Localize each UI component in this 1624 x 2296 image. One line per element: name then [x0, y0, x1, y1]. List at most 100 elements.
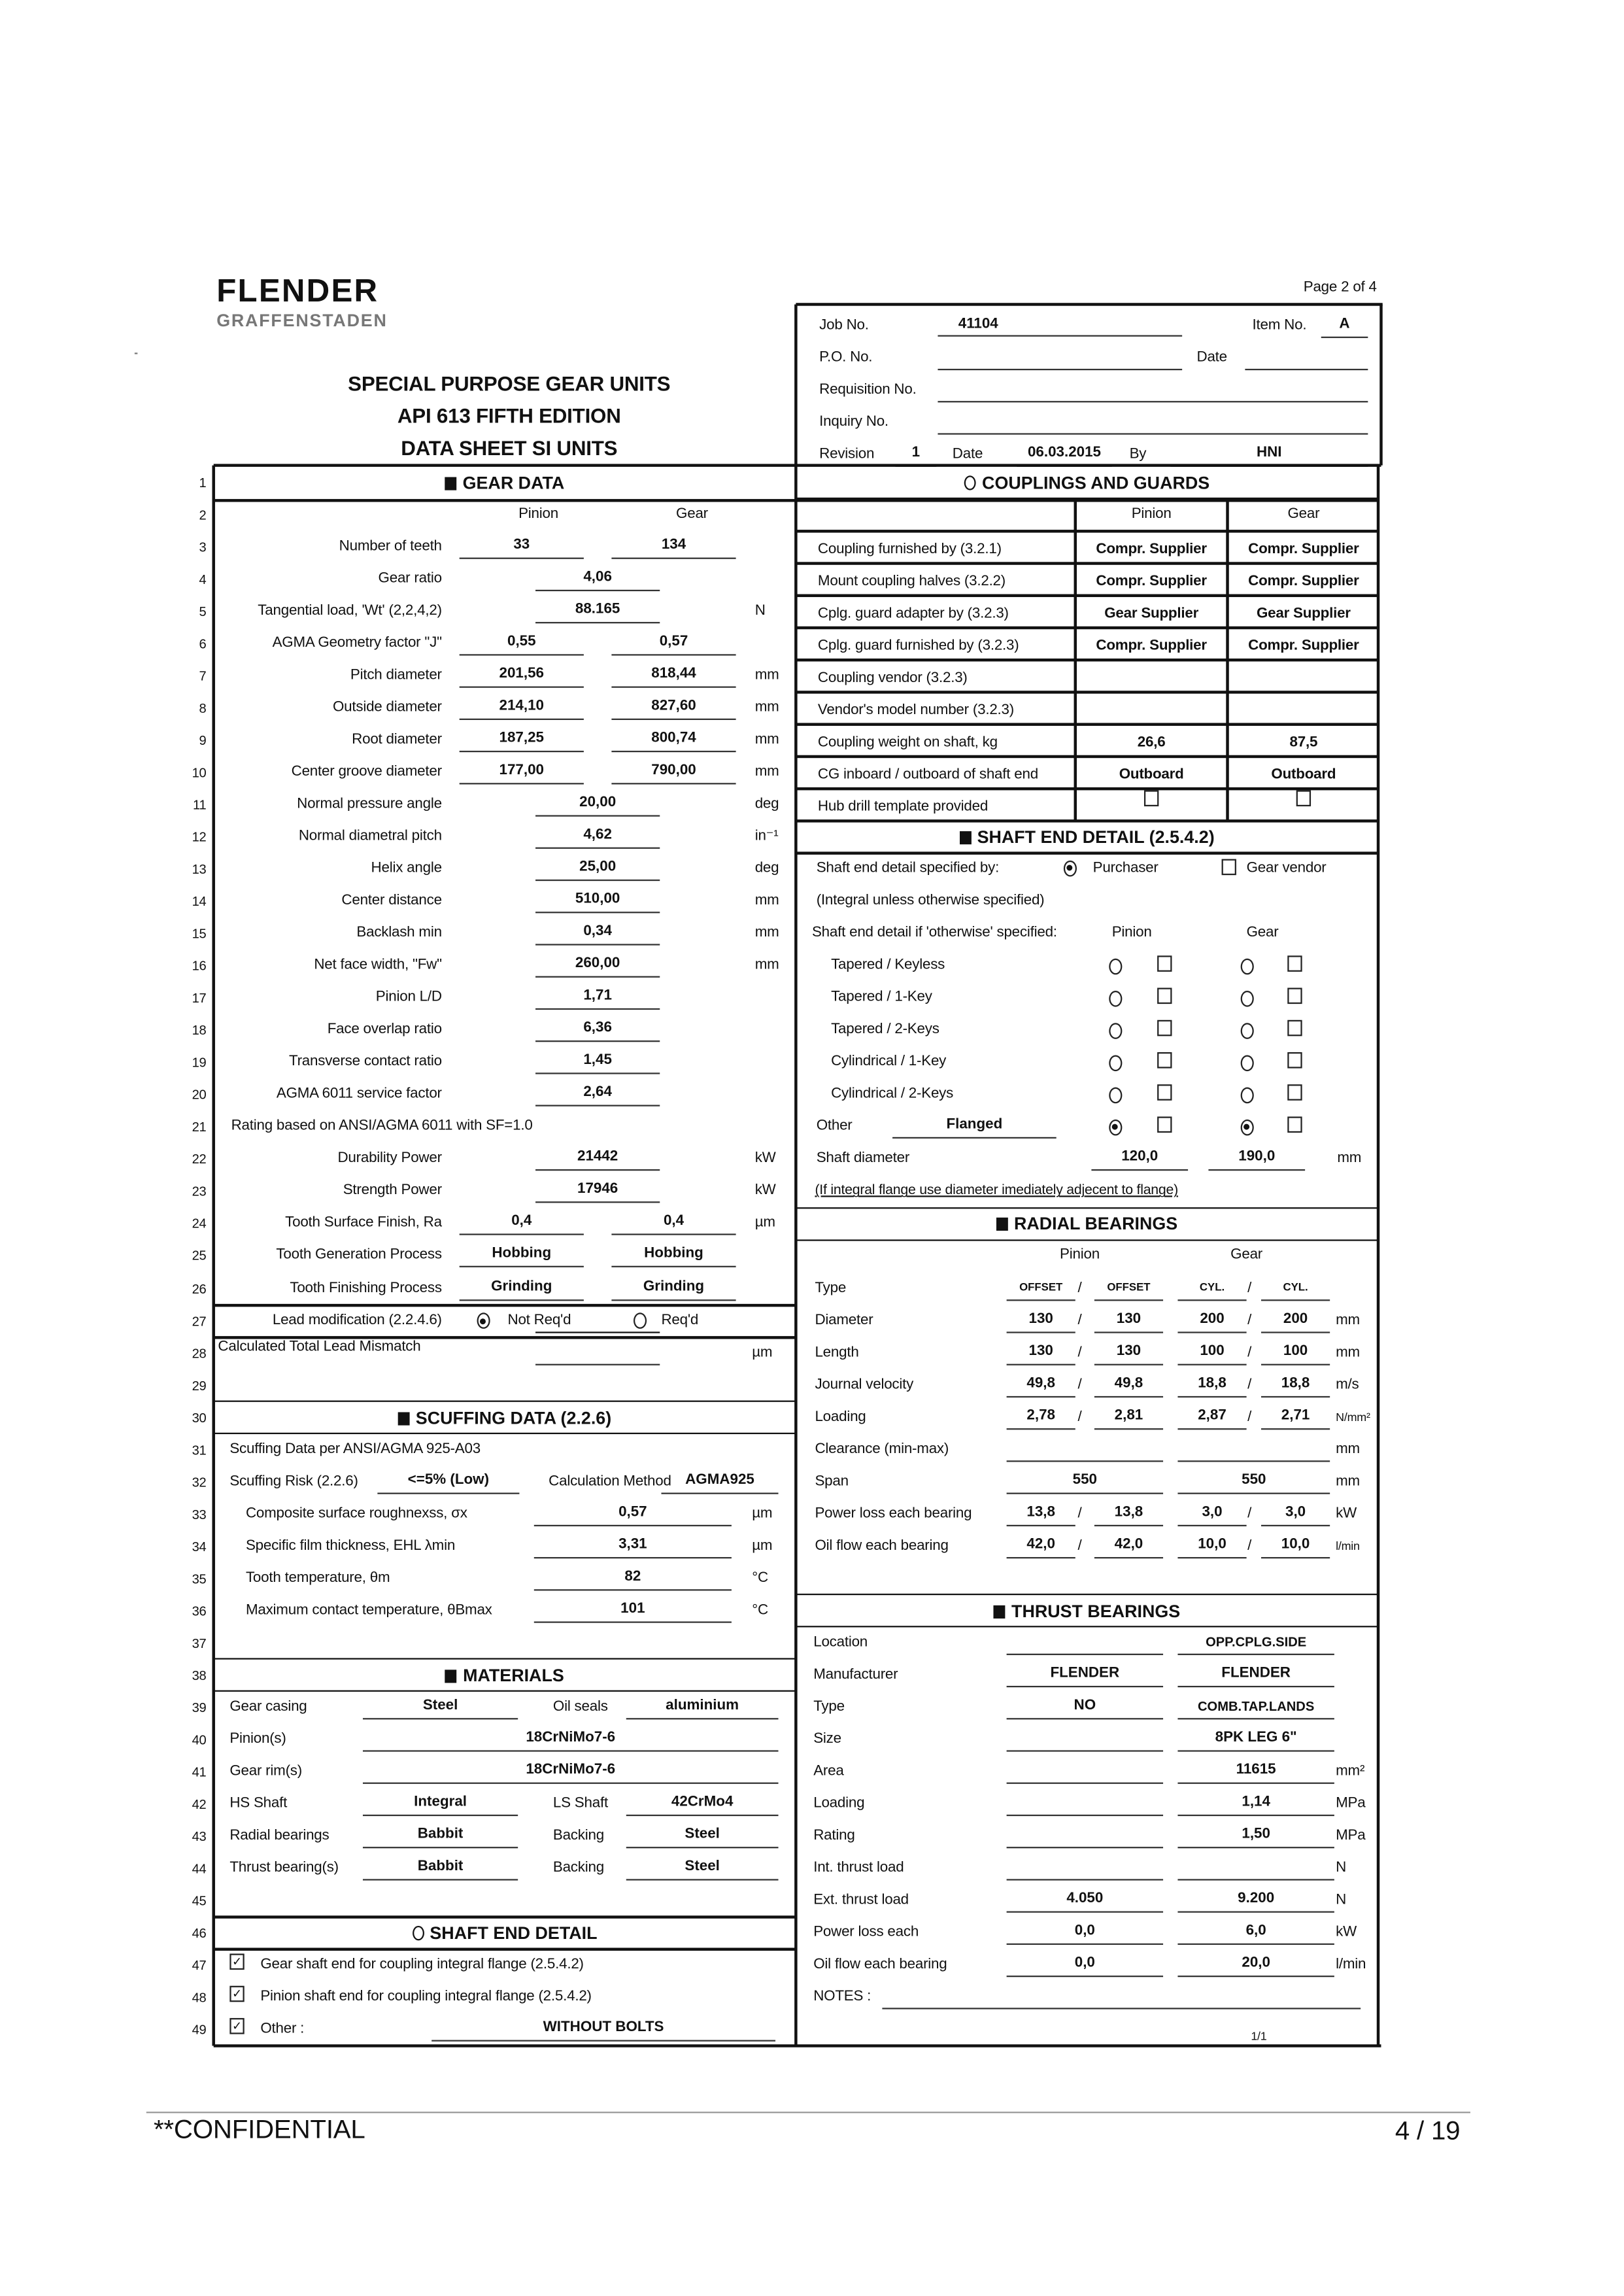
checkbox-gear[interactable] — [1287, 1020, 1302, 1037]
pinion-field[interactable]: Grinding — [459, 1277, 584, 1301]
value-field[interactable]: 9.200 — [1177, 1889, 1334, 1913]
value-field[interactable]: CYL. — [1177, 1277, 1247, 1301]
gear-field[interactable]: 827,60 — [611, 696, 736, 721]
checkbox-pinion[interactable] — [1157, 1020, 1172, 1037]
value-field[interactable]: 200 — [1177, 1309, 1247, 1333]
gear-field[interactable]: 790,00 — [611, 761, 736, 785]
material-field[interactable]: Steel — [626, 1825, 779, 1848]
value-field[interactable]: 20,00 — [535, 793, 660, 817]
checkbox-gear[interactable] — [1287, 1085, 1302, 1101]
value-field[interactable] — [1177, 1857, 1334, 1881]
pinion-field[interactable]: 201,56 — [459, 664, 584, 689]
shaft-diameter-pinion[interactable]: 120,0 — [1091, 1148, 1189, 1172]
date-field[interactable] — [1245, 347, 1368, 371]
value-field[interactable]: 20,0 — [1177, 1953, 1334, 1978]
value-field[interactable]: 10,0 — [1177, 1535, 1247, 1558]
radio-not-reqd[interactable] — [476, 1312, 490, 1329]
value-field[interactable]: 3,31 — [533, 1535, 732, 1558]
material-field[interactable]: aluminium — [626, 1696, 779, 1719]
value-field[interactable]: FLENDER — [1177, 1664, 1334, 1687]
radio-pinion[interactable] — [1108, 1055, 1122, 1071]
item-no-field[interactable]: A — [1321, 315, 1368, 338]
value-field[interactable]: 130 — [1006, 1341, 1075, 1365]
pinion-field[interactable]: 0,4 — [459, 1212, 584, 1236]
value-field[interactable]: 25,00 — [535, 858, 660, 882]
radio-gear[interactable] — [1240, 1055, 1253, 1071]
value-field[interactable] — [1006, 1728, 1164, 1752]
value-field[interactable]: COMB.TAP.LANDS — [1177, 1696, 1334, 1719]
checkbox-gear[interactable] — [1287, 988, 1302, 1004]
value-field[interactable]: 2,81 — [1094, 1406, 1164, 1430]
gear-field[interactable]: 0,57 — [611, 632, 736, 656]
value-field[interactable]: 42,0 — [1006, 1535, 1075, 1558]
shaft-diameter-gear[interactable]: 190,0 — [1208, 1148, 1306, 1172]
checkbox[interactable]: ✓ — [229, 2017, 245, 2034]
radio-gear[interactable] — [1240, 1087, 1253, 1104]
value-field[interactable]: 82 — [533, 1567, 732, 1590]
value-field[interactable] — [1006, 1857, 1164, 1881]
checkbox[interactable]: ✓ — [229, 1953, 245, 1970]
gear-field[interactable]: Grinding — [611, 1277, 736, 1301]
radio-pinion[interactable] — [1108, 990, 1122, 1007]
scuffing-risk-field[interactable]: <=5% (Low) — [377, 1470, 520, 1494]
radio-gear[interactable] — [1240, 958, 1253, 974]
radio-pinion[interactable] — [1108, 1022, 1122, 1039]
job-no-field[interactable]: 41104 — [938, 315, 1183, 337]
value-field[interactable]: 100 — [1260, 1341, 1330, 1365]
value-field[interactable]: FLENDER — [1006, 1664, 1164, 1687]
value-field[interactable]: 2,78 — [1006, 1406, 1075, 1430]
material-field[interactable]: Babbit — [362, 1857, 518, 1881]
value-field[interactable]: 13,8 — [1006, 1502, 1075, 1526]
value-field[interactable]: 21442 — [535, 1148, 660, 1172]
value-field[interactable]: 550 — [1177, 1470, 1330, 1494]
value-field[interactable]: 6,0 — [1177, 1921, 1334, 1945]
other-field[interactable]: WITHOUT BOLTS — [431, 2018, 776, 2042]
value-field[interactable]: 1,71 — [535, 987, 660, 1010]
value-field[interactable]: 18,8 — [1260, 1373, 1330, 1397]
value-field[interactable] — [1177, 1438, 1330, 1462]
gear-field[interactable]: 800,74 — [611, 729, 736, 753]
radio-gear[interactable] — [1240, 990, 1253, 1007]
value-field[interactable]: 4,62 — [535, 826, 660, 849]
radio-pinion[interactable] — [1108, 958, 1122, 974]
value-field[interactable]: 0,0 — [1006, 1953, 1164, 1978]
value-field[interactable]: 101 — [533, 1599, 732, 1623]
pinion-field[interactable]: 33 — [459, 536, 584, 559]
checkbox-pinion[interactable] — [1157, 1117, 1172, 1133]
radio-pinion[interactable] — [1108, 1087, 1122, 1104]
hub-drill-gear-checkbox[interactable] — [1296, 790, 1311, 807]
value-field[interactable]: 260,00 — [535, 955, 660, 978]
value-field[interactable]: 18,8 — [1177, 1373, 1247, 1397]
checkbox-gear[interactable] — [1287, 1117, 1302, 1133]
value-field[interactable]: 42,0 — [1094, 1535, 1164, 1558]
po-field[interactable] — [938, 347, 1183, 371]
value-field[interactable]: 130 — [1094, 1309, 1164, 1333]
pinion-field[interactable]: Hobbing — [459, 1244, 584, 1268]
material-field[interactable]: 18CrNiMo7-6 — [362, 1760, 779, 1784]
value-field[interactable]: NO — [1006, 1696, 1164, 1719]
value-field[interactable]: 17946 — [535, 1180, 660, 1204]
checkbox-gear[interactable] — [1287, 955, 1302, 972]
radio-gear[interactable] — [1240, 1119, 1253, 1136]
radio-reqd[interactable] — [632, 1312, 646, 1329]
value-field[interactable]: 1,50 — [1177, 1825, 1334, 1848]
value-field[interactable] — [1006, 1760, 1164, 1784]
value-field[interactable]: 49,8 — [1006, 1373, 1075, 1397]
pinion-field[interactable]: 214,10 — [459, 696, 584, 721]
value-field[interactable]: OPP.CPLG.SIDE — [1177, 1632, 1334, 1655]
value-field[interactable] — [1006, 1632, 1164, 1655]
pinion-field[interactable]: 177,00 — [459, 761, 584, 785]
gear-field[interactable]: 818,44 — [611, 664, 736, 689]
notes-field[interactable] — [882, 1986, 1361, 2010]
value-field[interactable]: 2,71 — [1260, 1406, 1330, 1430]
other-field[interactable]: Flanged — [892, 1116, 1057, 1139]
value-field[interactable]: 4.050 — [1006, 1889, 1164, 1913]
radio-gear[interactable] — [1240, 1022, 1253, 1039]
value-field[interactable]: OFFSET — [1006, 1277, 1075, 1301]
value-field[interactable]: 510,00 — [535, 890, 660, 914]
material-field[interactable]: Integral — [362, 1792, 518, 1816]
requisition-field[interactable] — [938, 379, 1368, 403]
radio-purchaser[interactable] — [1062, 860, 1076, 876]
value-field[interactable]: 1,14 — [1177, 1792, 1334, 1816]
pinion-field[interactable]: 187,25 — [459, 729, 584, 753]
